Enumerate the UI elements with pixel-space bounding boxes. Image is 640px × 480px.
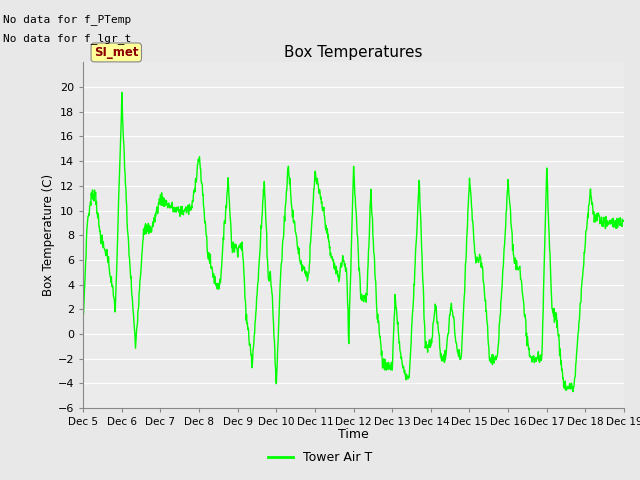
Title: Box Temperatures: Box Temperatures xyxy=(284,45,423,60)
Text: No data for f_lgr_t: No data for f_lgr_t xyxy=(3,33,131,44)
Legend: Tower Air T: Tower Air T xyxy=(263,446,377,469)
Text: SI_met: SI_met xyxy=(94,46,138,59)
Text: No data for f_PTemp: No data for f_PTemp xyxy=(3,13,131,24)
X-axis label: Time: Time xyxy=(338,429,369,442)
Y-axis label: Box Temperature (C): Box Temperature (C) xyxy=(42,174,55,296)
